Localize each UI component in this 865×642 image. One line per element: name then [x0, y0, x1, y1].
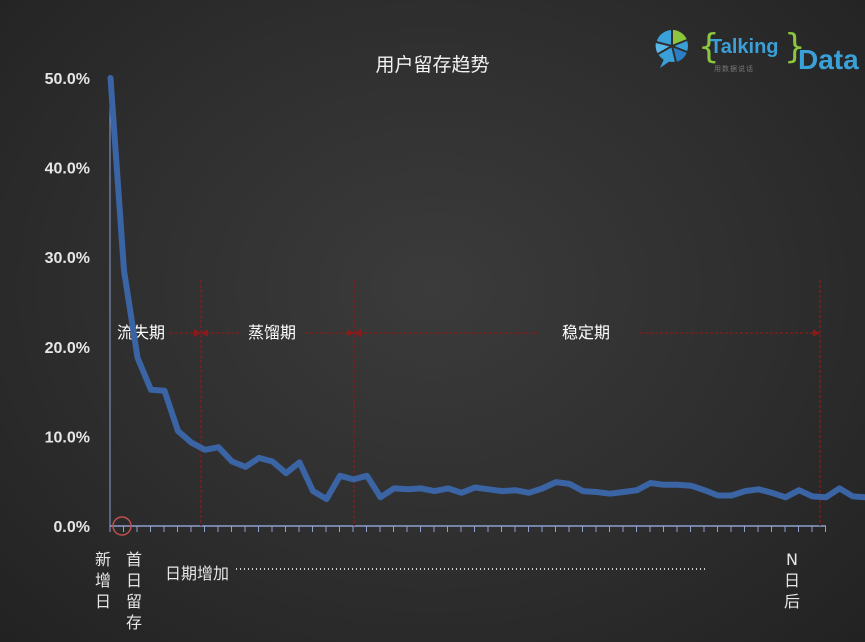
x-start-label: 新增日 [94, 550, 111, 611]
logo-pie-icon [655, 29, 688, 68]
phase-label-loss: 流失期 [117, 323, 165, 342]
phase-arrow-head [194, 329, 201, 337]
logo-brand-text: Talking [710, 36, 779, 58]
talkingdata-logo: { Talking } Data 用数据说话 [650, 22, 859, 82]
origin-circle-marker [112, 516, 132, 536]
retention-series-line [107, 75, 865, 503]
y-tick-label: 10.0% [45, 429, 90, 446]
y-tick-label: 40.0% [45, 161, 90, 178]
phase-arrow-head [347, 329, 354, 337]
x-axis-label: 日期增加 [165, 564, 230, 583]
phase-arrow-head [201, 329, 208, 337]
logo-tagline: 用数据说话 [714, 65, 754, 73]
phase-arrow-head [813, 329, 820, 337]
phase-arrow-head [354, 329, 361, 337]
y-tick-label: 0.0% [54, 519, 90, 536]
y-tick-label: 20.0% [45, 340, 90, 357]
phase-label-distill: 蒸馏期 [248, 323, 296, 342]
phase-label-stable: 稳定期 [562, 323, 610, 342]
chart-title: 用户留存趋势 [375, 54, 490, 76]
y-tick-label: 50.0% [45, 71, 90, 88]
x-second-label: 首日留存 [125, 550, 142, 632]
logo-brand-text-2: Data [798, 44, 859, 75]
y-tick-label: 30.0% [45, 250, 90, 267]
